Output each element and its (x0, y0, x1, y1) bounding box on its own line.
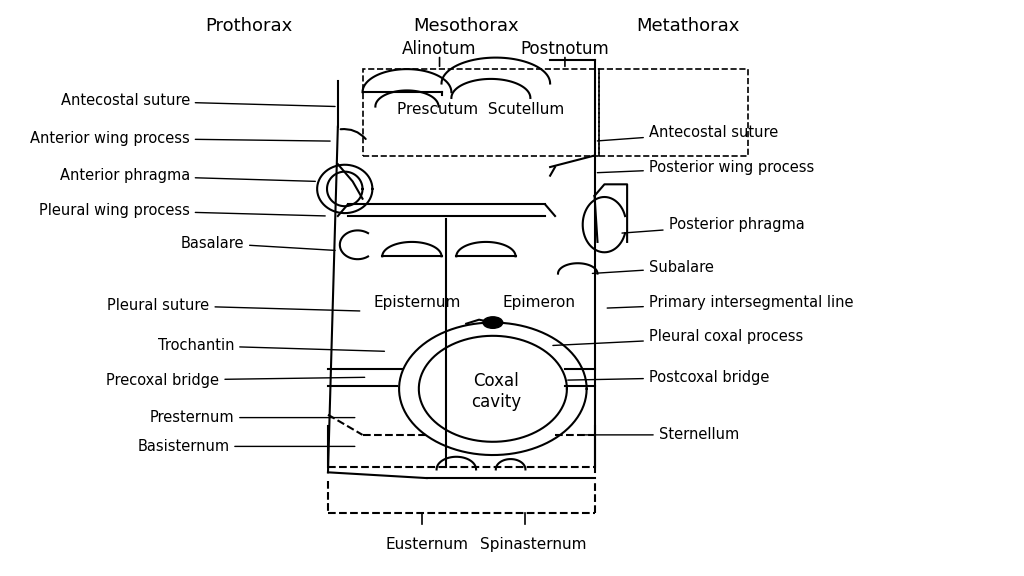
Text: Sternellum: Sternellum (578, 427, 739, 442)
Text: Basisternum: Basisternum (137, 439, 355, 454)
Text: Pleural suture: Pleural suture (108, 298, 359, 313)
Text: Precoxal bridge: Precoxal bridge (106, 373, 365, 388)
Text: Pleural wing process: Pleural wing process (39, 203, 326, 218)
Text: Anterior wing process: Anterior wing process (30, 131, 330, 146)
Text: Posterior wing process: Posterior wing process (597, 160, 814, 175)
Text: Spinasternum: Spinasternum (480, 537, 587, 552)
Text: Coxal
cavity: Coxal cavity (471, 372, 521, 411)
Text: Metathorax: Metathorax (637, 17, 740, 35)
Text: Eusternum: Eusternum (385, 537, 468, 552)
Text: Prothorax: Prothorax (206, 17, 293, 35)
Text: Postnotum: Postnotum (520, 40, 609, 58)
Text: Antecostal suture: Antecostal suture (597, 125, 778, 141)
Text: Subalare: Subalare (592, 260, 714, 275)
Text: Mesothorax: Mesothorax (414, 17, 519, 35)
Text: Posterior phragma: Posterior phragma (622, 217, 804, 233)
Text: Prescutum  Scutellum: Prescutum Scutellum (397, 102, 564, 117)
Text: Pleural coxal process: Pleural coxal process (553, 329, 803, 346)
Text: Presternum: Presternum (150, 410, 355, 425)
Text: Basalare: Basalare (180, 236, 335, 251)
Text: Episternum: Episternum (373, 295, 461, 310)
Text: Trochantin: Trochantin (158, 338, 384, 353)
Text: Primary intersegmental line: Primary intersegmental line (607, 295, 853, 310)
Circle shape (483, 317, 503, 328)
Text: Alinotum: Alinotum (402, 40, 477, 58)
Text: Postcoxal bridge: Postcoxal bridge (567, 370, 769, 385)
Text: Antecostal suture: Antecostal suture (60, 93, 335, 108)
Text: Epimeron: Epimeron (503, 295, 575, 310)
Text: Anterior phragma: Anterior phragma (59, 168, 315, 183)
